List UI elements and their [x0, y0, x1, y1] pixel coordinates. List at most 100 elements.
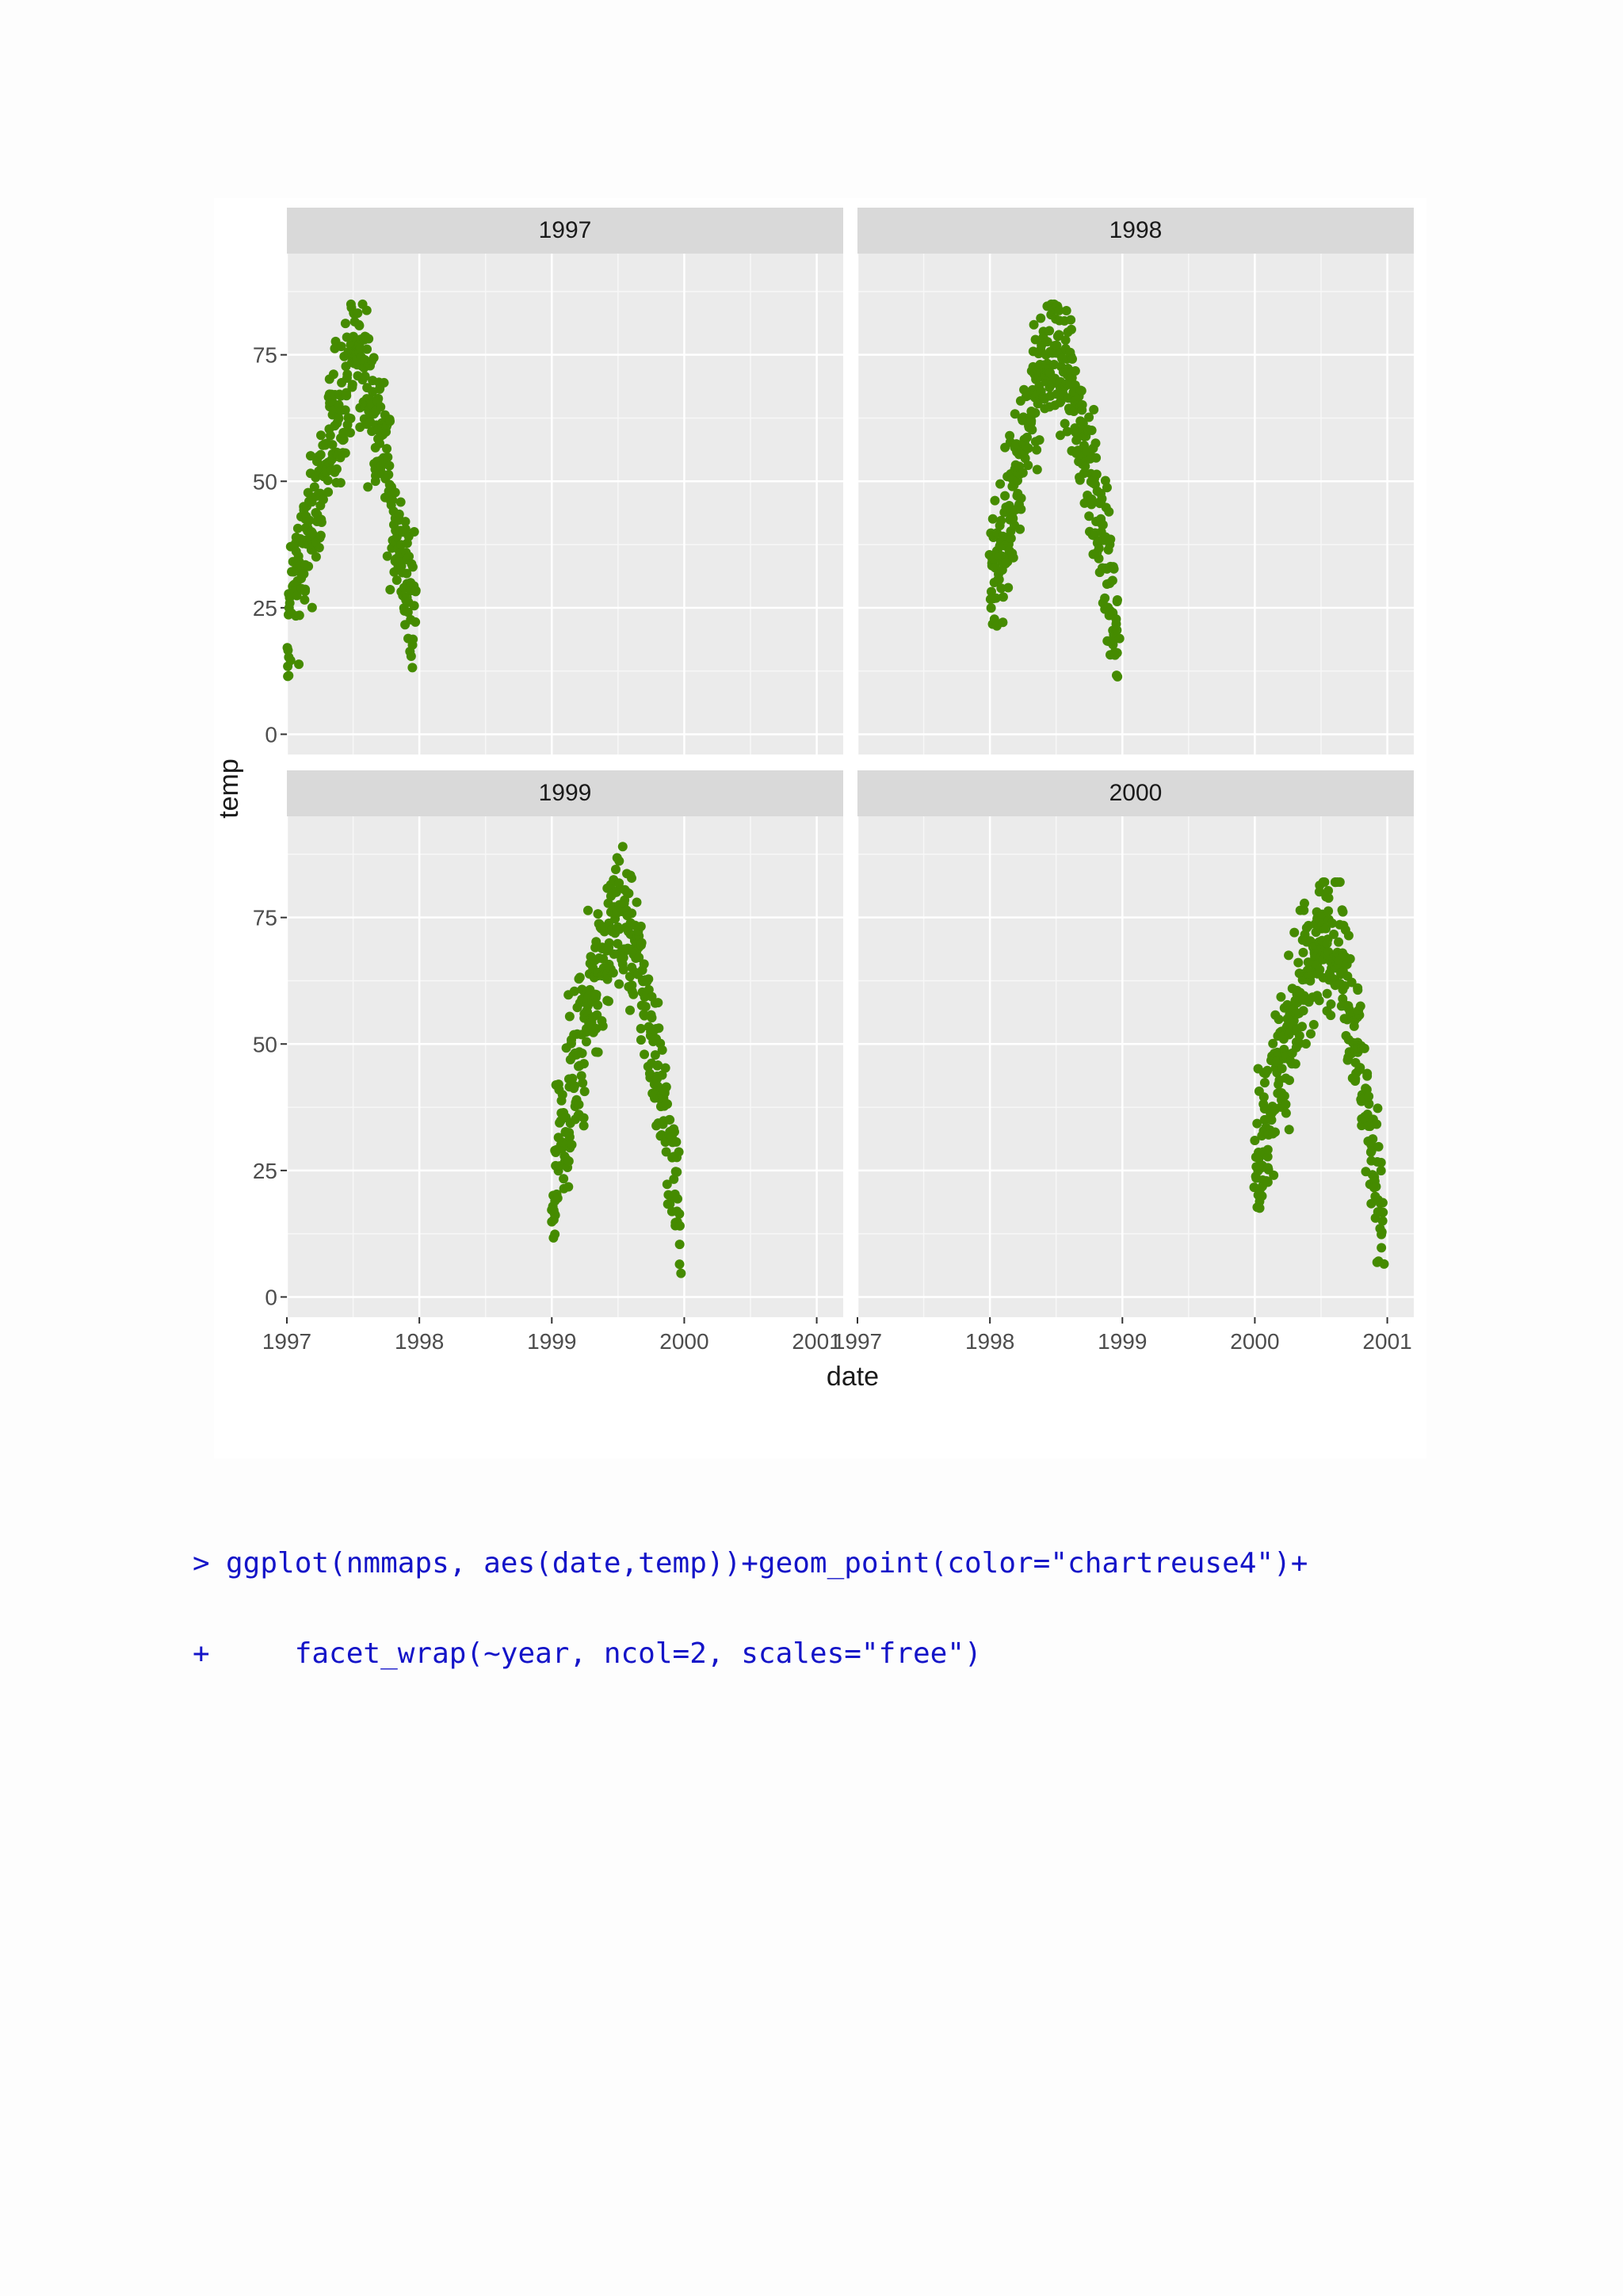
- data-point: [636, 938, 647, 948]
- data-point: [579, 1113, 589, 1123]
- data-point: [1373, 1141, 1384, 1152]
- data-point: [1011, 439, 1022, 449]
- data-point: [996, 583, 1006, 594]
- data-point: [395, 497, 406, 507]
- data-point: [674, 1240, 685, 1250]
- data-point: [283, 645, 293, 655]
- x-tick-label: 2000: [659, 1329, 708, 1354]
- data-point: [1001, 557, 1011, 567]
- data-point: [990, 495, 1000, 506]
- panel-background: [287, 816, 843, 1317]
- data-point: [1075, 385, 1086, 395]
- data-point: [1343, 930, 1354, 941]
- data-point: [1314, 995, 1324, 1006]
- data-point: [361, 305, 372, 315]
- data-point: [403, 607, 413, 617]
- data-point: [1030, 408, 1041, 418]
- data-point: [604, 942, 614, 953]
- data-point: [1087, 495, 1098, 506]
- data-point: [304, 561, 314, 571]
- data-point: [1329, 929, 1339, 939]
- y-tick-label: 75: [253, 906, 277, 930]
- data-point: [404, 552, 414, 562]
- data-point: [1323, 893, 1334, 904]
- y-tick-label: 25: [253, 1159, 277, 1183]
- data-point: [1355, 1063, 1365, 1073]
- data-point: [550, 1210, 560, 1221]
- data-point: [1096, 495, 1106, 506]
- data-point: [385, 416, 395, 426]
- data-point: [1299, 905, 1309, 915]
- data-point: [1378, 1207, 1388, 1217]
- data-point: [1366, 1145, 1377, 1156]
- data-point: [579, 1059, 589, 1069]
- data-point: [674, 1147, 684, 1157]
- data-point: [1070, 366, 1080, 376]
- data-point: [1376, 1157, 1386, 1167]
- data-point: [305, 451, 315, 461]
- data-point: [1290, 1059, 1300, 1069]
- data-point: [624, 888, 634, 899]
- x-tick-label: 1998: [395, 1329, 444, 1354]
- data-point: [557, 1090, 567, 1100]
- data-point: [661, 1147, 671, 1157]
- data-point: [602, 974, 613, 984]
- data-point: [363, 482, 373, 492]
- data-point: [1293, 957, 1304, 968]
- facet-strip: [287, 770, 843, 816]
- data-point: [320, 440, 330, 450]
- data-point: [581, 1037, 591, 1047]
- data-point: [591, 989, 601, 999]
- data-point: [304, 515, 315, 525]
- data-point: [632, 897, 642, 907]
- data-point: [1284, 1125, 1294, 1135]
- data-point: [316, 430, 327, 441]
- data-point: [1353, 983, 1363, 993]
- data-point: [576, 1071, 586, 1081]
- x-tick-label: 2001: [1362, 1329, 1411, 1354]
- facet-strip-label: 2000: [1109, 780, 1163, 806]
- data-point: [674, 1221, 685, 1231]
- data-point: [409, 527, 419, 537]
- data-point: [1281, 1099, 1291, 1110]
- data-point: [300, 594, 310, 605]
- data-point: [618, 965, 628, 975]
- data-point: [1066, 324, 1076, 334]
- data-point: [294, 610, 304, 621]
- data-point: [578, 1078, 588, 1088]
- data-point: [1269, 1170, 1279, 1180]
- data-point: [1322, 988, 1332, 999]
- data-point: [552, 1193, 563, 1203]
- data-point: [323, 476, 333, 486]
- data-point: [660, 1063, 670, 1073]
- data-point: [644, 1068, 655, 1079]
- data-point: [1098, 520, 1108, 530]
- data-point: [657, 1045, 667, 1055]
- data-point: [1023, 443, 1033, 453]
- data-point: [1323, 906, 1334, 916]
- y-tick-label: 50: [253, 1032, 277, 1056]
- data-point: [634, 953, 644, 963]
- data-point: [1284, 1075, 1294, 1086]
- data-point: [1371, 1182, 1381, 1192]
- data-point: [292, 590, 302, 601]
- data-point: [316, 514, 327, 525]
- data-point: [1326, 999, 1336, 1010]
- data-point: [1289, 927, 1300, 938]
- data-point: [1377, 1229, 1387, 1240]
- data-point: [998, 617, 1008, 628]
- data-point: [338, 435, 348, 445]
- data-point: [673, 1194, 683, 1204]
- data-point: [347, 380, 357, 390]
- data-point: [406, 651, 416, 662]
- data-point: [574, 974, 584, 984]
- data-point: [1005, 430, 1015, 441]
- data-point: [1298, 1006, 1308, 1016]
- data-point: [318, 495, 328, 505]
- facet-strip: [287, 208, 843, 254]
- data-point: [382, 551, 392, 561]
- data-point: [1294, 1030, 1304, 1041]
- data-point: [1355, 1001, 1365, 1011]
- data-point: [384, 469, 394, 479]
- data-point: [1008, 552, 1018, 563]
